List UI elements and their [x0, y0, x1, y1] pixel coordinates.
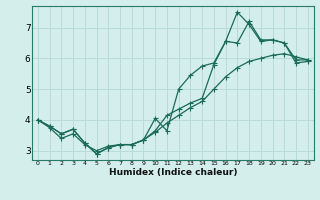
X-axis label: Humidex (Indice chaleur): Humidex (Indice chaleur): [108, 168, 237, 177]
